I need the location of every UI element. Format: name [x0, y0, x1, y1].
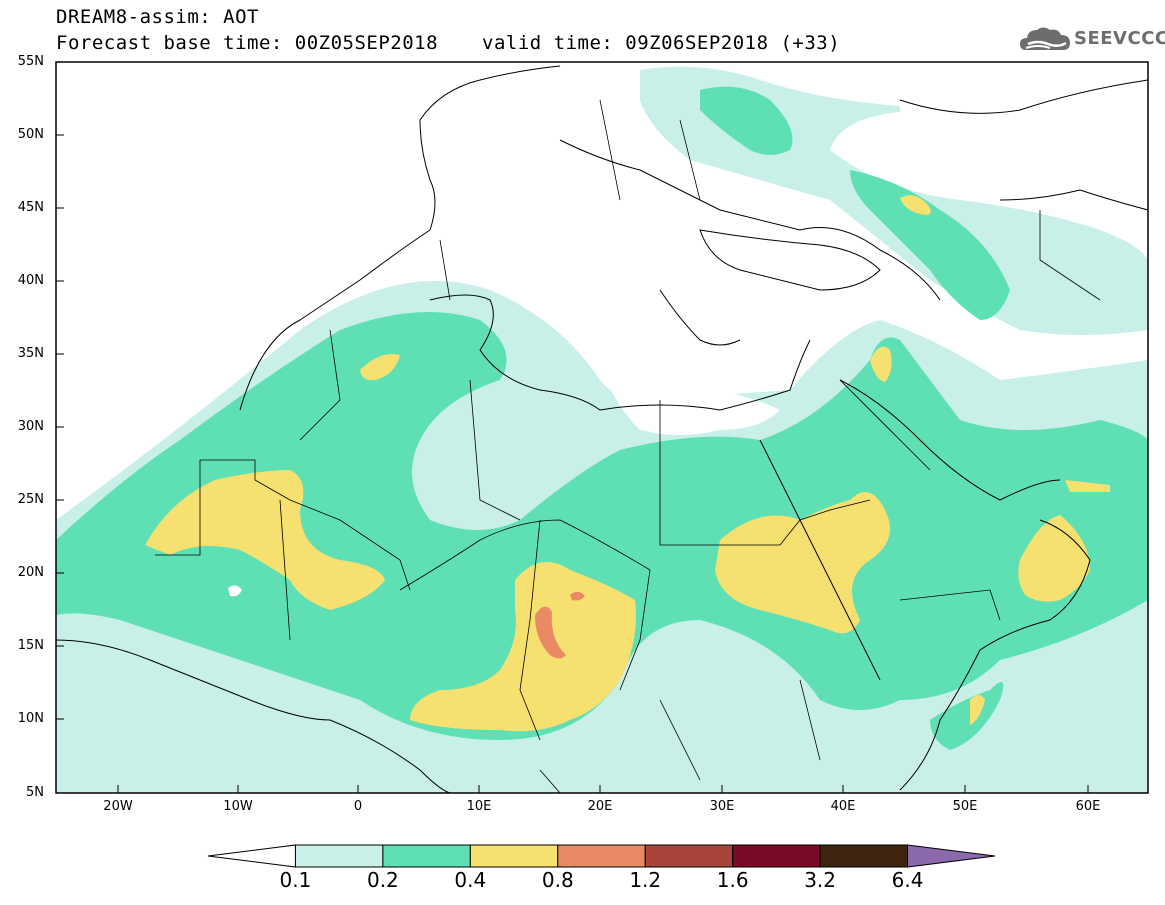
lon-label: 50E	[952, 799, 978, 814]
lat-label: 5N	[26, 785, 44, 800]
cloud-icon	[1020, 27, 1070, 50]
colorbar-label: 3.2	[804, 868, 837, 892]
lat-label: 10N	[17, 711, 44, 726]
aot-level-0.8	[535, 591, 585, 659]
lat-label: 50N	[17, 127, 44, 142]
lon-label: 0	[353, 799, 363, 814]
country-borders	[155, 99, 1101, 793]
lat-label: 55N	[17, 54, 44, 69]
valid-time: valid time: 09Z06SEP2018 (+33)	[482, 32, 841, 54]
colorbar-label: 0.1	[279, 868, 312, 892]
colorbar-label: 0.8	[541, 868, 574, 892]
lon-label: 40E	[830, 799, 856, 814]
lat-label: 40N	[17, 273, 44, 288]
lat-label: 25N	[17, 492, 44, 507]
lon-label: 60E	[1075, 799, 1101, 814]
colorbar-label: 0.2	[366, 868, 399, 892]
lon-label: 30E	[709, 799, 735, 814]
colorbar-label: 1.6	[716, 868, 749, 892]
axis-ticks	[56, 61, 1089, 793]
map-title: DREAM8-assim: AOT	[56, 6, 259, 28]
colorbar-label: 1.2	[629, 868, 662, 892]
colorbar-label: 6.4	[891, 868, 924, 892]
lat-label: 20N	[17, 565, 44, 580]
forecast-base-time: Forecast base time: 00Z05SEP2018	[56, 32, 439, 54]
logo-text: SEEVCCC	[1074, 28, 1165, 49]
lon-label: 20W	[103, 799, 133, 814]
lat-label: 30N	[17, 419, 44, 434]
lon-label: 20E	[587, 799, 613, 814]
lat-label: 45N	[17, 200, 44, 215]
lon-label: 10E	[466, 799, 492, 814]
aot-level-0.4	[145, 195, 1110, 732]
seevccc-logo: SEEVCCC	[1018, 22, 1165, 56]
lat-label: 35N	[17, 346, 44, 361]
colorbar-label: 0.4	[454, 868, 487, 892]
lon-label: 10W	[223, 799, 253, 814]
clean-air-patches	[228, 360, 780, 597]
lat-label: 15N	[17, 638, 44, 653]
aot-level-0.2	[56, 86, 1148, 750]
coastlines	[56, 65, 1148, 793]
